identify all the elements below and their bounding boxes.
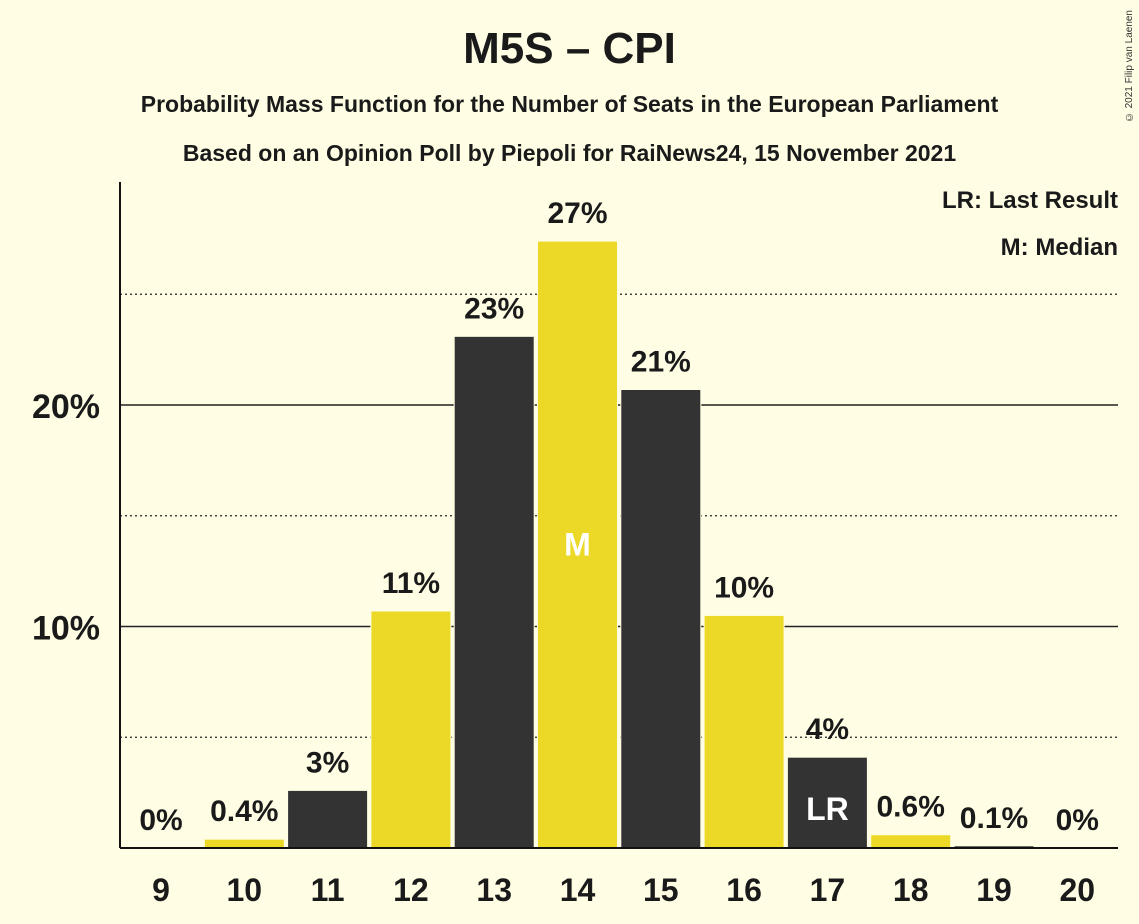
legend-last-result: LR: Last Result bbox=[941, 187, 1118, 214]
bar bbox=[203, 838, 285, 849]
legend-median: M: Median bbox=[1000, 234, 1118, 261]
x-tick-label: 20 bbox=[1060, 872, 1096, 908]
x-tick-label: 13 bbox=[476, 872, 512, 908]
x-tick-label: 14 bbox=[560, 872, 596, 908]
data-label: 0.4% bbox=[210, 795, 278, 828]
data-label: 10% bbox=[714, 571, 774, 604]
bar bbox=[537, 240, 618, 849]
data-label: 0% bbox=[139, 804, 182, 837]
bar bbox=[703, 614, 785, 849]
x-tick-label: 16 bbox=[726, 872, 762, 908]
chart-title: M5S – CPI bbox=[463, 24, 676, 73]
data-label: 11% bbox=[382, 567, 440, 600]
median-marker: M bbox=[564, 527, 591, 563]
x-tick-label: 19 bbox=[976, 872, 1012, 908]
chart-source-line: Based on an Opinion Poll by Piepoli for … bbox=[182, 140, 957, 166]
y-tick-label: 10% bbox=[32, 610, 100, 648]
chart-subtitle: Probability Mass Function for the Number… bbox=[140, 91, 999, 117]
x-tick-label: 10 bbox=[227, 872, 263, 908]
data-label: 4% bbox=[806, 713, 849, 746]
x-tick-label: 11 bbox=[311, 872, 345, 908]
bar bbox=[620, 388, 702, 849]
bar bbox=[786, 756, 868, 849]
x-tick-label: 18 bbox=[893, 872, 929, 908]
x-tick-label: 12 bbox=[393, 872, 429, 908]
data-label: 0.6% bbox=[877, 791, 945, 824]
x-tick-label: 9 bbox=[152, 872, 170, 908]
x-tick-label: 17 bbox=[810, 872, 846, 908]
data-label: 27% bbox=[547, 197, 607, 230]
y-tick-label: 20% bbox=[32, 388, 100, 426]
x-tick-label: 15 bbox=[643, 872, 679, 908]
bar bbox=[453, 335, 535, 849]
data-label: 0% bbox=[1056, 804, 1099, 837]
bar bbox=[287, 789, 369, 849]
data-label: 3% bbox=[306, 746, 349, 779]
data-label: 23% bbox=[464, 292, 524, 325]
data-label: 0.1% bbox=[960, 802, 1028, 835]
last-result-marker: LR bbox=[806, 791, 849, 827]
bar bbox=[370, 610, 452, 849]
bar bbox=[870, 834, 952, 849]
data-label: 21% bbox=[631, 345, 691, 378]
